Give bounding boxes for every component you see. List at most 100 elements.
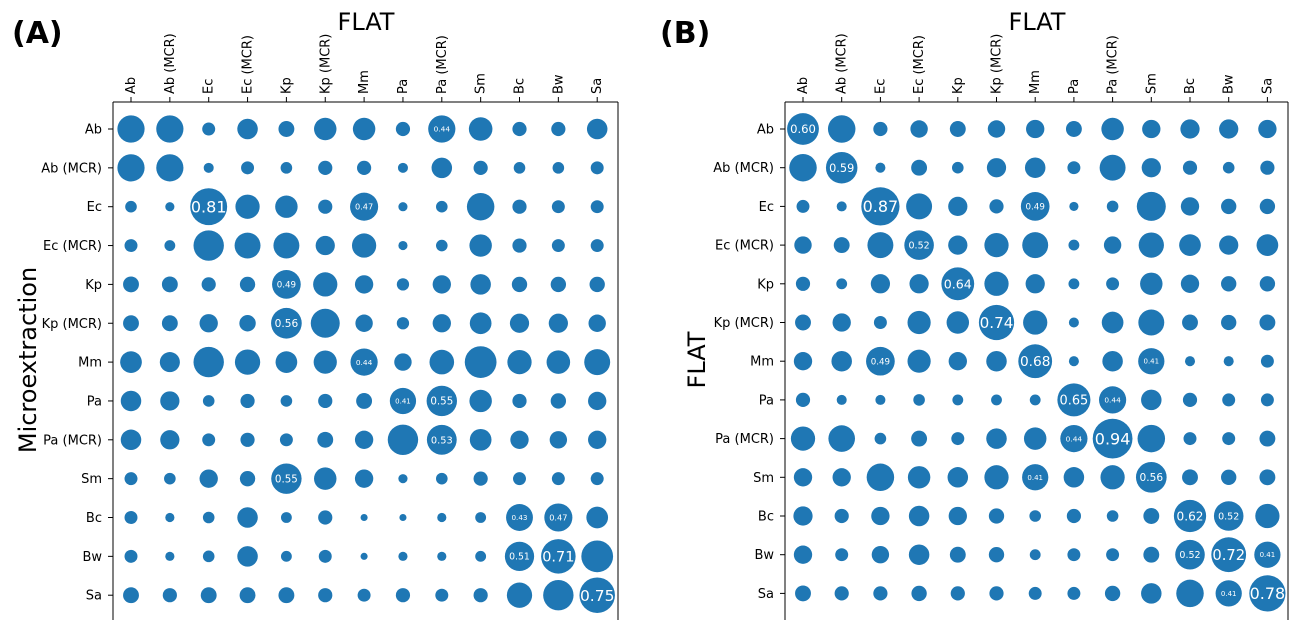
bubble — [239, 470, 256, 487]
y-axis-title: Microextraction — [14, 267, 42, 453]
bubble — [506, 504, 533, 531]
x-tick-label: Pa — [396, 79, 411, 94]
bubble — [950, 586, 965, 601]
bubble — [795, 276, 811, 291]
bubble — [1176, 579, 1204, 608]
value-label: 0.94 — [1095, 429, 1131, 448]
value-label: 0.75 — [580, 587, 615, 605]
y-tick-label: Pa — [87, 394, 102, 409]
bubble — [199, 469, 218, 488]
y-tick-label: Bw — [82, 550, 102, 565]
bubble — [1060, 425, 1088, 453]
value-label: 0.72 — [1212, 547, 1245, 564]
value-label: 0.44 — [356, 358, 373, 367]
bubble — [464, 346, 497, 378]
x-tick-label: Ec — [873, 79, 888, 94]
bubble — [273, 232, 300, 259]
bubble — [584, 349, 611, 376]
bubble — [165, 512, 175, 523]
bubble — [875, 162, 886, 173]
bubble — [1215, 580, 1242, 607]
bubble — [202, 395, 215, 407]
bubble — [911, 430, 928, 447]
bubble — [469, 234, 492, 257]
bubble — [1259, 469, 1276, 486]
top-axis-title: FLAT — [338, 8, 395, 36]
bubble — [590, 200, 604, 214]
value-label: 0.44 — [1104, 396, 1121, 405]
bubble — [1101, 311, 1124, 334]
bubble — [579, 577, 615, 613]
bubble — [271, 463, 302, 494]
bubble — [1102, 350, 1123, 372]
bubble — [946, 311, 970, 334]
bubble — [318, 549, 332, 563]
bubble — [202, 433, 216, 447]
bubble — [437, 551, 447, 561]
bubble — [1213, 501, 1244, 531]
bubble — [1219, 235, 1239, 255]
value-label: 0.71 — [542, 550, 574, 566]
bubble — [790, 426, 816, 451]
bubble — [428, 115, 456, 143]
value-label: 0.59 — [829, 162, 854, 175]
bubble — [124, 472, 138, 486]
bubble — [873, 121, 888, 137]
bubble — [987, 120, 1006, 138]
bubble — [913, 394, 925, 406]
x-tick-label: Bw — [1222, 74, 1237, 94]
value-label: 0.41 — [1221, 590, 1237, 598]
bubble — [436, 200, 448, 213]
x-tick-label: Ab (MCR) — [163, 33, 178, 94]
y-tick-label: Ec (MCR) — [43, 239, 102, 254]
bubble — [193, 230, 224, 261]
bubble — [506, 582, 533, 608]
bubble — [360, 513, 368, 522]
bubble — [426, 385, 457, 417]
bubble — [509, 313, 530, 333]
y-tick-label: Sa — [86, 589, 102, 604]
bubble — [241, 161, 255, 175]
bubble — [123, 276, 139, 293]
panel-b: (B) FLAT FLAT Ab Ab (MCR) Ec Ec (MCR) Kp Kp (MCR… — [660, 8, 1289, 620]
bubble — [1182, 314, 1198, 331]
bubble — [988, 547, 1005, 563]
bubble — [1221, 469, 1237, 485]
bubble — [469, 312, 492, 335]
bubble — [432, 275, 451, 294]
bubble — [1068, 317, 1079, 328]
bubble — [948, 235, 968, 255]
bubble — [190, 188, 228, 226]
bubble — [543, 580, 574, 611]
bubble — [1143, 508, 1160, 524]
bubble — [318, 199, 333, 214]
bubble — [313, 272, 338, 297]
y-tick-label: Ab — [85, 123, 102, 138]
bubble — [867, 232, 894, 259]
bubble — [437, 512, 447, 523]
bubble — [581, 540, 614, 573]
value-label: 0.47 — [355, 202, 373, 212]
bubble — [1141, 583, 1162, 604]
y-tick-label: Ec — [759, 200, 774, 215]
bubble — [1258, 119, 1277, 139]
bubble — [350, 192, 379, 221]
bubble — [1138, 348, 1165, 375]
bubble — [234, 232, 261, 259]
bubble — [473, 588, 488, 603]
bubble — [549, 431, 568, 449]
bubble — [949, 121, 966, 137]
bubble — [469, 428, 492, 451]
bubble — [201, 277, 216, 292]
x-tick-label: Ec — [202, 79, 217, 94]
bubble — [551, 121, 566, 137]
bubble — [355, 314, 373, 332]
bubble — [436, 239, 448, 252]
value-label: 0.47 — [549, 512, 567, 522]
bubble — [1138, 309, 1165, 336]
bubble — [871, 546, 890, 564]
bubble — [873, 586, 888, 601]
bubble — [240, 432, 255, 447]
bubble — [590, 472, 604, 486]
